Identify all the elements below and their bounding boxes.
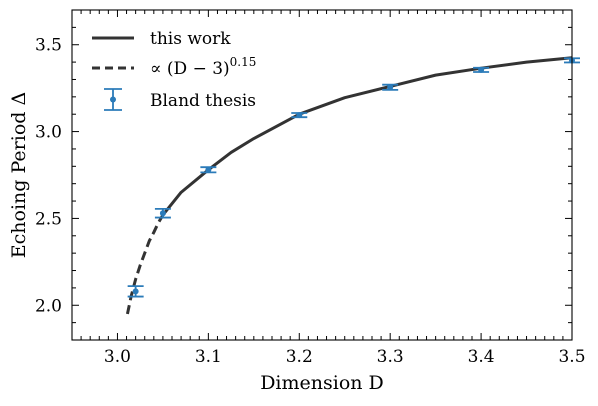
x-tick-label: 3.2 (286, 347, 313, 367)
y-axis-label: Echoing Period Δ (8, 92, 30, 258)
data-point (478, 66, 485, 73)
legend: this work ∝ (D − 3)0.15 Bland thesis (92, 29, 256, 111)
x-tick-label: 3.5 (558, 347, 585, 367)
data-point (132, 288, 139, 295)
bland-thesis-point (382, 83, 399, 91)
legend-label-bland-thesis: Bland thesis (150, 91, 256, 111)
x-tick-label: 3.3 (377, 347, 404, 367)
tick-labels-layer: 3.0 3.1 3.2 3.3 3.4 3.5 2.0 2.5 3.0 3.5 (35, 36, 586, 367)
x-tick-label: 3.0 (104, 347, 131, 367)
bland-thesis-point (291, 112, 308, 119)
x-tick-label: 3.1 (195, 347, 222, 367)
legend-label-power-law: ∝ (D − 3)0.15 (150, 55, 256, 79)
x-tick-label: 3.4 (468, 347, 495, 367)
data-point (205, 166, 212, 173)
plot-frame (71, 9, 573, 341)
data-point (387, 84, 394, 91)
bland-thesis-point (200, 166, 217, 174)
bland-thesis-point (127, 285, 144, 298)
legend-power-law-exponent: 0.15 (230, 55, 257, 69)
bland-thesis-point (473, 66, 490, 73)
bland-thesis-point (154, 207, 171, 219)
ticks-layer (71, 9, 573, 341)
legend-swatch-bland-thesis (104, 88, 122, 111)
y-tick-label: 3.5 (35, 36, 62, 56)
series-line-this-work (161, 56, 572, 216)
legend-label-this-work: this work (150, 29, 231, 49)
y-tick-label: 3.0 (35, 123, 62, 143)
y-tick-label: 2.5 (35, 209, 62, 229)
legend-power-law-main: ∝ (D − 3) (150, 59, 230, 79)
series-line-power-law (125, 214, 165, 315)
data-point (296, 112, 303, 119)
x-axis-label: Dimension D (260, 372, 384, 394)
y-tick-label: 2.0 (35, 296, 62, 316)
data-point (159, 210, 166, 217)
points-layer (127, 57, 580, 298)
